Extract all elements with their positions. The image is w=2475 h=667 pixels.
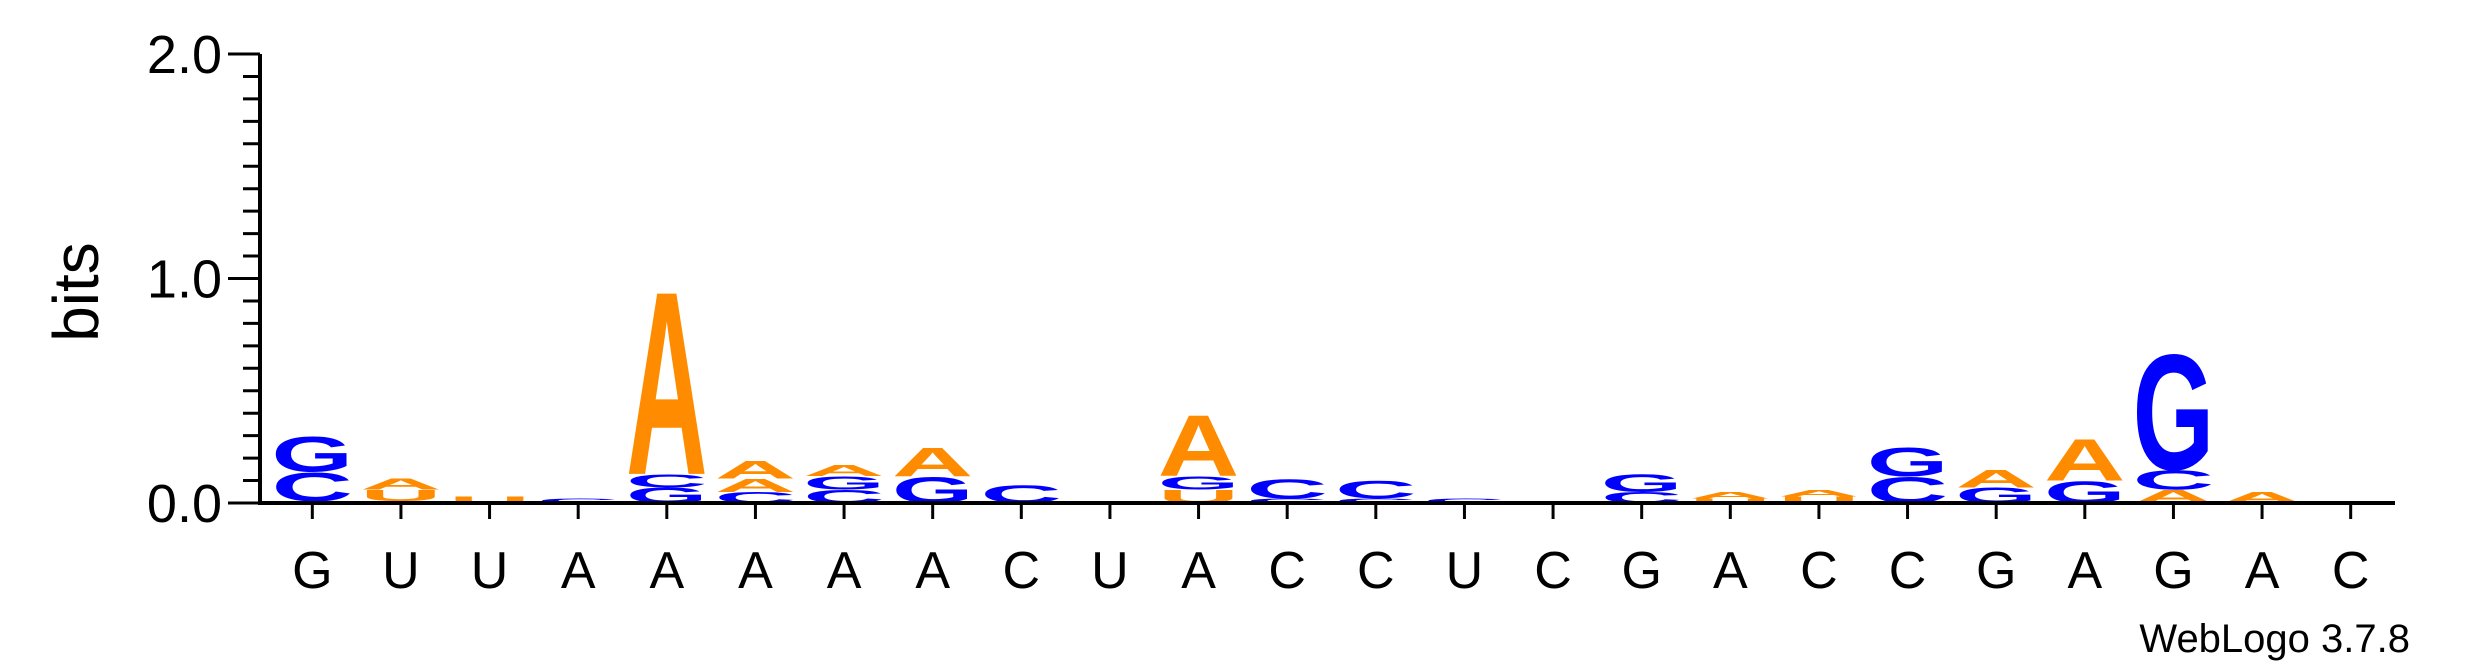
x-tick-label: A <box>649 542 684 600</box>
logo-letter: A <box>1955 465 2037 493</box>
logo-letter: A <box>803 462 885 479</box>
x-tick-label: C <box>1889 542 1927 600</box>
logo-letter: G <box>1867 439 1949 484</box>
logo-letter: U <box>360 487 442 504</box>
logo-letter: C <box>626 471 708 492</box>
y-tick-label: 1.0 <box>147 250 222 310</box>
logo-letter: C <box>1246 497 1328 504</box>
logo-letter: G <box>272 427 354 482</box>
x-tick-label: U <box>1091 542 1129 600</box>
logo-letter: A <box>1690 490 1772 501</box>
logo-letter: A <box>715 456 797 484</box>
logo-letter: U <box>1778 494 1860 505</box>
y-axis: 0.0 1.0 2.0 <box>147 25 262 534</box>
logo-letter: A <box>626 236 708 530</box>
y-axis-label: bits <box>40 242 112 342</box>
logo-letter: C <box>2133 465 2215 496</box>
x-tick-label: C <box>2332 542 2370 600</box>
y-tick-label: 2.0 <box>147 25 222 85</box>
logo-letter: C <box>1335 497 1417 504</box>
logo-letter: A <box>1778 488 1860 499</box>
x-tick-label: G <box>2153 542 2193 600</box>
x-tick-label: U <box>382 542 420 600</box>
x-tick-label: A <box>2067 542 2102 600</box>
x-tick-label: G <box>292 542 332 600</box>
x-tick-label: G <box>1976 542 2016 600</box>
x-tick-label: A <box>561 542 596 600</box>
x-tick-label: A <box>738 542 773 600</box>
logo-letter: C <box>1246 474 1328 505</box>
x-tick-label: C <box>1268 542 1306 600</box>
logo-letter: C <box>1424 497 1506 504</box>
weblogo-credit: WebLogo 3.7.8 <box>2139 617 2410 661</box>
x-tick-label: U <box>471 542 509 600</box>
logo-letter: A <box>2044 427 2126 493</box>
x-tick-label: C <box>1357 542 1395 600</box>
x-tick-label: A <box>2245 542 2280 600</box>
letter-stacks: UCGGUAUCGCACAACGAGACUGACCCCCCGUAUACGGAGA… <box>272 236 2392 530</box>
logo-letter: G <box>1601 470 1683 498</box>
logo-letter: A <box>1158 398 1240 495</box>
logo-letter: G <box>1158 473 1240 494</box>
y-tick-label: 0.0 <box>147 474 222 534</box>
x-tick-label: A <box>1713 542 1748 600</box>
x-tick-label: C <box>1534 542 1572 600</box>
x-tick-label: A <box>1181 542 1216 600</box>
logo-letter: U <box>1690 497 1772 504</box>
logo-letter: C <box>537 497 619 504</box>
logo-letter: A <box>892 439 974 484</box>
x-tick-label: G <box>1621 542 1661 600</box>
logo-letter: C <box>1335 476 1417 504</box>
x-tick-label: C <box>1003 542 1041 600</box>
x-tick-label: A <box>827 542 862 600</box>
x-tick-label: A <box>915 542 950 600</box>
logo-letter: G <box>2133 321 2215 505</box>
x-tick-label: U <box>1446 542 1484 600</box>
x-tick-label: C <box>1800 542 1838 600</box>
logo-letter: A <box>715 475 797 496</box>
logo-letter: A <box>360 476 442 493</box>
logo-letter: G <box>803 473 885 494</box>
logo-letter: U <box>449 494 531 505</box>
